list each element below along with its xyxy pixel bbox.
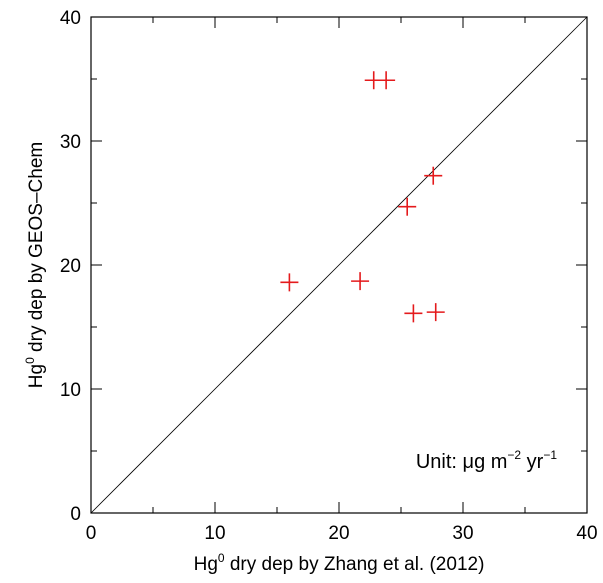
unit-annotation-text: Unit: μg m xyxy=(416,451,508,473)
x-tick-label: 40 xyxy=(576,523,597,544)
y-tick-label: 10 xyxy=(60,380,81,401)
x-tick-label: 30 xyxy=(452,523,473,544)
y-axis-label-prefix: Hg xyxy=(26,364,47,388)
unit-annotation-exp-1: −2 xyxy=(507,448,521,462)
x-axis-label: Hg0 dry dep by Zhang et al. (2012) xyxy=(194,551,485,575)
unit-annotation-exp-2: −1 xyxy=(543,448,557,462)
x-axis-label-superscript: 0 xyxy=(218,551,225,565)
x-tick-label: 0 xyxy=(86,523,97,544)
data-point-marker xyxy=(424,166,443,185)
axis-ticks xyxy=(90,16,588,514)
y-axis-label: Hg0 dry dep by GEOS–Chem xyxy=(23,142,47,388)
y-tick-label: 30 xyxy=(60,132,81,153)
data-point-marker xyxy=(404,304,423,323)
data-markers xyxy=(280,71,445,323)
x-axis-label-prefix: Hg xyxy=(194,554,218,575)
data-point-marker xyxy=(377,71,396,90)
data-point-marker xyxy=(426,303,445,322)
data-point-marker xyxy=(351,272,370,291)
x-tick-label: 20 xyxy=(328,523,349,544)
unit-annotation: Unit: μg m−2 yr−1 xyxy=(416,448,557,473)
data-point-marker xyxy=(280,273,299,292)
unit-annotation-mid: yr xyxy=(521,451,544,473)
x-axis-label-suffix: dry dep by Zhang et al. (2012) xyxy=(225,554,485,575)
y-tick-label: 20 xyxy=(60,256,81,277)
data-point-marker xyxy=(398,197,417,216)
y-axis-label-superscript: 0 xyxy=(23,357,37,364)
one-to-one-reference-line xyxy=(90,16,588,514)
axis-tick-labels: 0 10 20 30 40 0 10 20 30 40 xyxy=(60,8,598,544)
y-tick-label: 40 xyxy=(60,8,81,29)
y-tick-label: 0 xyxy=(70,504,81,525)
y-axis-label-suffix: dry dep by GEOS–Chem xyxy=(26,142,47,357)
x-tick-label: 10 xyxy=(204,523,225,544)
